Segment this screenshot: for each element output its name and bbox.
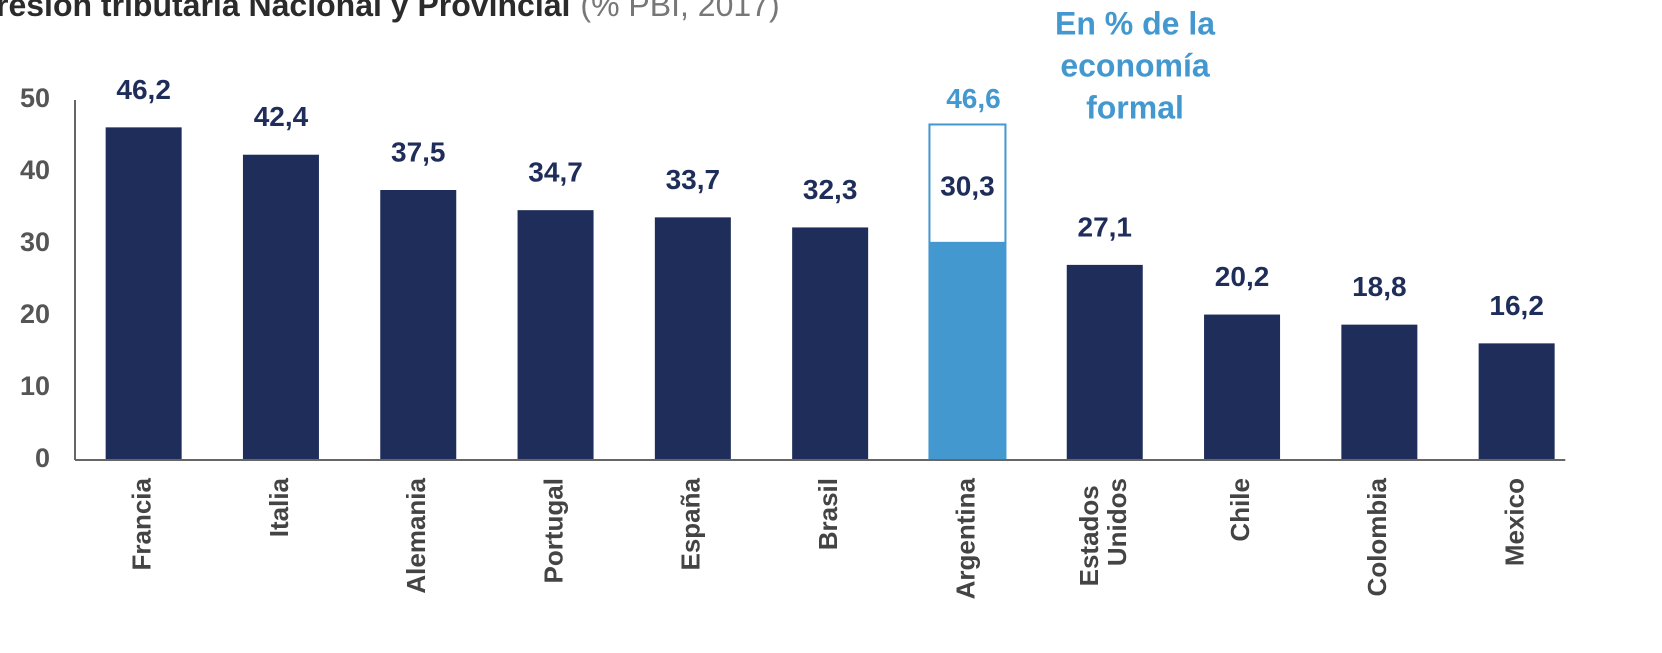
value-label: 16,2 bbox=[1489, 290, 1544, 321]
bar bbox=[929, 241, 1006, 460]
bar bbox=[242, 154, 319, 460]
value-label: 32,3 bbox=[803, 174, 858, 205]
y-tick-label: 20 bbox=[20, 299, 50, 329]
value-label: 20,2 bbox=[1215, 261, 1270, 292]
bar bbox=[517, 210, 594, 460]
value-label: 37,5 bbox=[391, 136, 446, 167]
x-tick-label: Portugal bbox=[538, 478, 568, 583]
y-tick-label: 0 bbox=[35, 443, 50, 473]
annotation: En % de la bbox=[1055, 5, 1215, 41]
formal-economy-value-label: 46,6 bbox=[946, 83, 1001, 114]
chart-subtitle: (% PBI, 2017) bbox=[580, 0, 779, 23]
value-label: 27,1 bbox=[1078, 211, 1133, 242]
x-tick-label: Colombia bbox=[1362, 477, 1392, 596]
x-tick-label: Argentina bbox=[950, 477, 980, 599]
x-tick-label: Francia bbox=[127, 477, 157, 570]
value-label: 18,8 bbox=[1352, 271, 1407, 302]
annotation: formal bbox=[1086, 89, 1184, 125]
bar bbox=[1066, 264, 1143, 460]
value-label: 46,2 bbox=[116, 74, 171, 105]
bar bbox=[1204, 314, 1281, 460]
value-label: 30,3 bbox=[940, 171, 995, 202]
bar bbox=[1478, 343, 1555, 460]
x-tick-label: Brasil bbox=[813, 478, 843, 550]
value-label: 33,7 bbox=[666, 164, 721, 195]
y-tick-label: 40 bbox=[20, 155, 50, 185]
chart-title-line: resion tributaria Nacional y Provincial (… bbox=[0, 0, 780, 23]
chart-title: resion tributaria Nacional y Provincial bbox=[0, 0, 570, 23]
x-tick-label: Estados Unidos bbox=[1074, 478, 1132, 586]
bar bbox=[1341, 324, 1418, 460]
x-tick-label: España bbox=[676, 477, 706, 570]
bar bbox=[105, 127, 182, 461]
bar bbox=[380, 190, 457, 460]
y-tick-label: 10 bbox=[20, 371, 50, 401]
y-tick-label: 50 bbox=[20, 83, 50, 113]
bar bbox=[654, 217, 731, 460]
annotation: economía bbox=[1060, 47, 1210, 83]
x-tick-label: Mexico bbox=[1500, 478, 1530, 566]
y-tick-label: 30 bbox=[20, 227, 50, 257]
bar bbox=[792, 227, 869, 460]
x-tick-label: Chile bbox=[1225, 478, 1255, 542]
x-tick-label: Italia bbox=[264, 477, 294, 537]
x-tick-label: Alemania bbox=[401, 477, 431, 593]
value-label: 34,7 bbox=[528, 157, 583, 188]
value-label: 42,4 bbox=[254, 101, 309, 132]
